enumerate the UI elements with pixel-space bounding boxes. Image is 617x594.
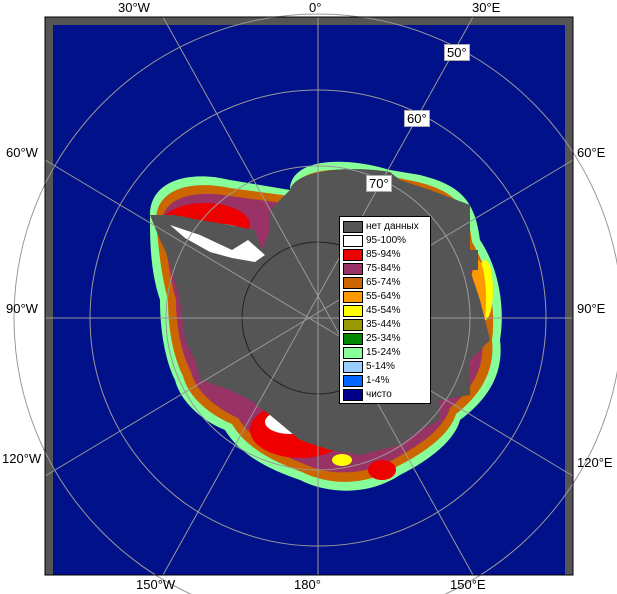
legend-swatch <box>343 346 363 359</box>
concentration-legend: нет данных 95-100% 85-94% 75-84% 65-74% 55-64… <box>339 216 431 404</box>
legend-label: 95-100% <box>366 235 407 246</box>
ice-patch-85-94-southeast <box>368 460 396 480</box>
map-edge-strip-right <box>565 17 573 575</box>
lon-label-bottom-2: 180° <box>294 577 321 592</box>
legend-swatch <box>343 318 363 331</box>
legend-label: 35-44% <box>366 319 401 330</box>
map-edge-strip-left <box>45 17 53 575</box>
legend-swatch <box>343 248 363 261</box>
legend-swatch <box>343 290 363 303</box>
legend-item: 95-100% <box>343 234 406 247</box>
legend-swatch <box>343 360 363 373</box>
legend-swatch <box>343 262 363 275</box>
legend-swatch <box>343 332 363 345</box>
legend-item: 35-44% <box>343 318 400 331</box>
legend-swatch <box>343 234 363 247</box>
lon-label-top-3: 30°E <box>472 0 501 15</box>
legend-item: 1-4% <box>343 374 389 387</box>
legend-label: 85-94% <box>366 249 401 260</box>
legend-label: 15-24% <box>366 347 401 358</box>
legend-swatch <box>343 374 363 387</box>
legend-item: 25-34% <box>343 332 400 345</box>
legend-item: 85-94% <box>343 248 400 261</box>
lat-label-50: 50° <box>444 44 470 61</box>
ice-patch-45-54-south <box>332 454 352 466</box>
lon-label-bottom-3: 150°E <box>450 577 486 592</box>
legend-label: 45-54% <box>366 305 401 316</box>
legend-item: 15-24% <box>343 346 400 359</box>
ice-patch-95-100-weddell <box>170 225 265 262</box>
lon-label-right-2: 90°E <box>577 301 606 316</box>
legend-label: 75-84% <box>366 263 401 274</box>
legend-item: 75-84% <box>343 262 400 275</box>
map-frame <box>44 16 574 576</box>
lon-label-top-1: 30°W <box>118 0 150 15</box>
legend-label: 25-34% <box>366 333 401 344</box>
legend-label: нет данных <box>366 221 419 232</box>
legend-label: 55-64% <box>366 291 401 302</box>
legend-item: 65-74% <box>343 276 400 289</box>
lat-circle-50 <box>13 13 617 594</box>
legend-item: чисто <box>343 388 392 401</box>
lon-label-top-2: 0° <box>309 0 322 15</box>
legend-label: чисто <box>366 389 392 400</box>
lon-label-right-1: 60°E <box>577 145 606 160</box>
legend-item: 55-64% <box>343 290 400 303</box>
legend-swatch <box>343 388 363 401</box>
legend-swatch <box>343 276 363 289</box>
legend-swatch <box>343 304 363 317</box>
legend-item: 45-54% <box>343 304 400 317</box>
legend-label: 5-14% <box>366 361 395 372</box>
lat-label-70: 70° <box>366 175 392 192</box>
lon-label-right-3: 120°E <box>577 455 613 470</box>
legend-item: нет данных <box>343 220 419 233</box>
legend-label: 65-74% <box>366 277 401 288</box>
meridian-60e <box>44 159 574 477</box>
map-edge-strip-top <box>45 17 573 25</box>
lon-label-bottom-1: 150°W <box>136 577 176 592</box>
legend-label: 1-4% <box>366 375 390 386</box>
lat-label-60: 60° <box>404 110 430 127</box>
lon-label-left-1: 60°W <box>6 145 38 160</box>
legend-swatch <box>343 220 363 233</box>
legend-item: 5-14% <box>343 360 395 373</box>
lon-label-left-3: 120°W <box>2 451 42 466</box>
lon-label-left-2: 90°W <box>6 301 38 316</box>
